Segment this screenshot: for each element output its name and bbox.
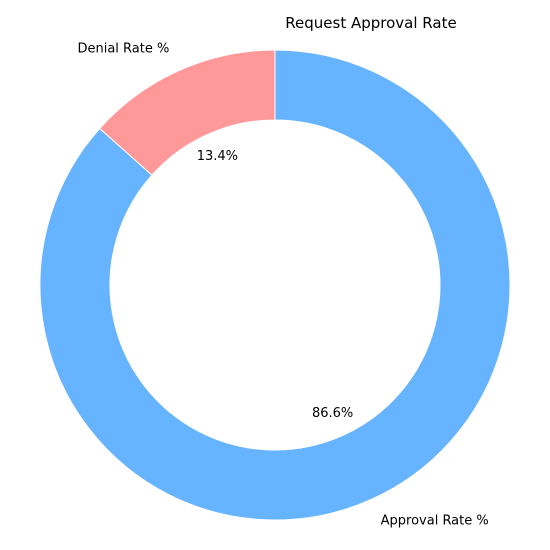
donut-slice-1	[98, 49, 276, 176]
slice-percent-label-0: 86.6%	[312, 406, 353, 421]
chart-title: Request Approval Rate	[285, 14, 456, 32]
slice-label-0: Approval Rate %	[381, 513, 489, 528]
slice-label-1: Denial Rate %	[77, 42, 169, 57]
donut-labels: 86.6% Approval Rate % 13.4% Denial Rate %	[77, 42, 488, 529]
donut-slice-0	[39, 49, 511, 521]
donut-slices	[39, 49, 511, 521]
slice-percent-label-1: 13.4%	[197, 149, 238, 164]
